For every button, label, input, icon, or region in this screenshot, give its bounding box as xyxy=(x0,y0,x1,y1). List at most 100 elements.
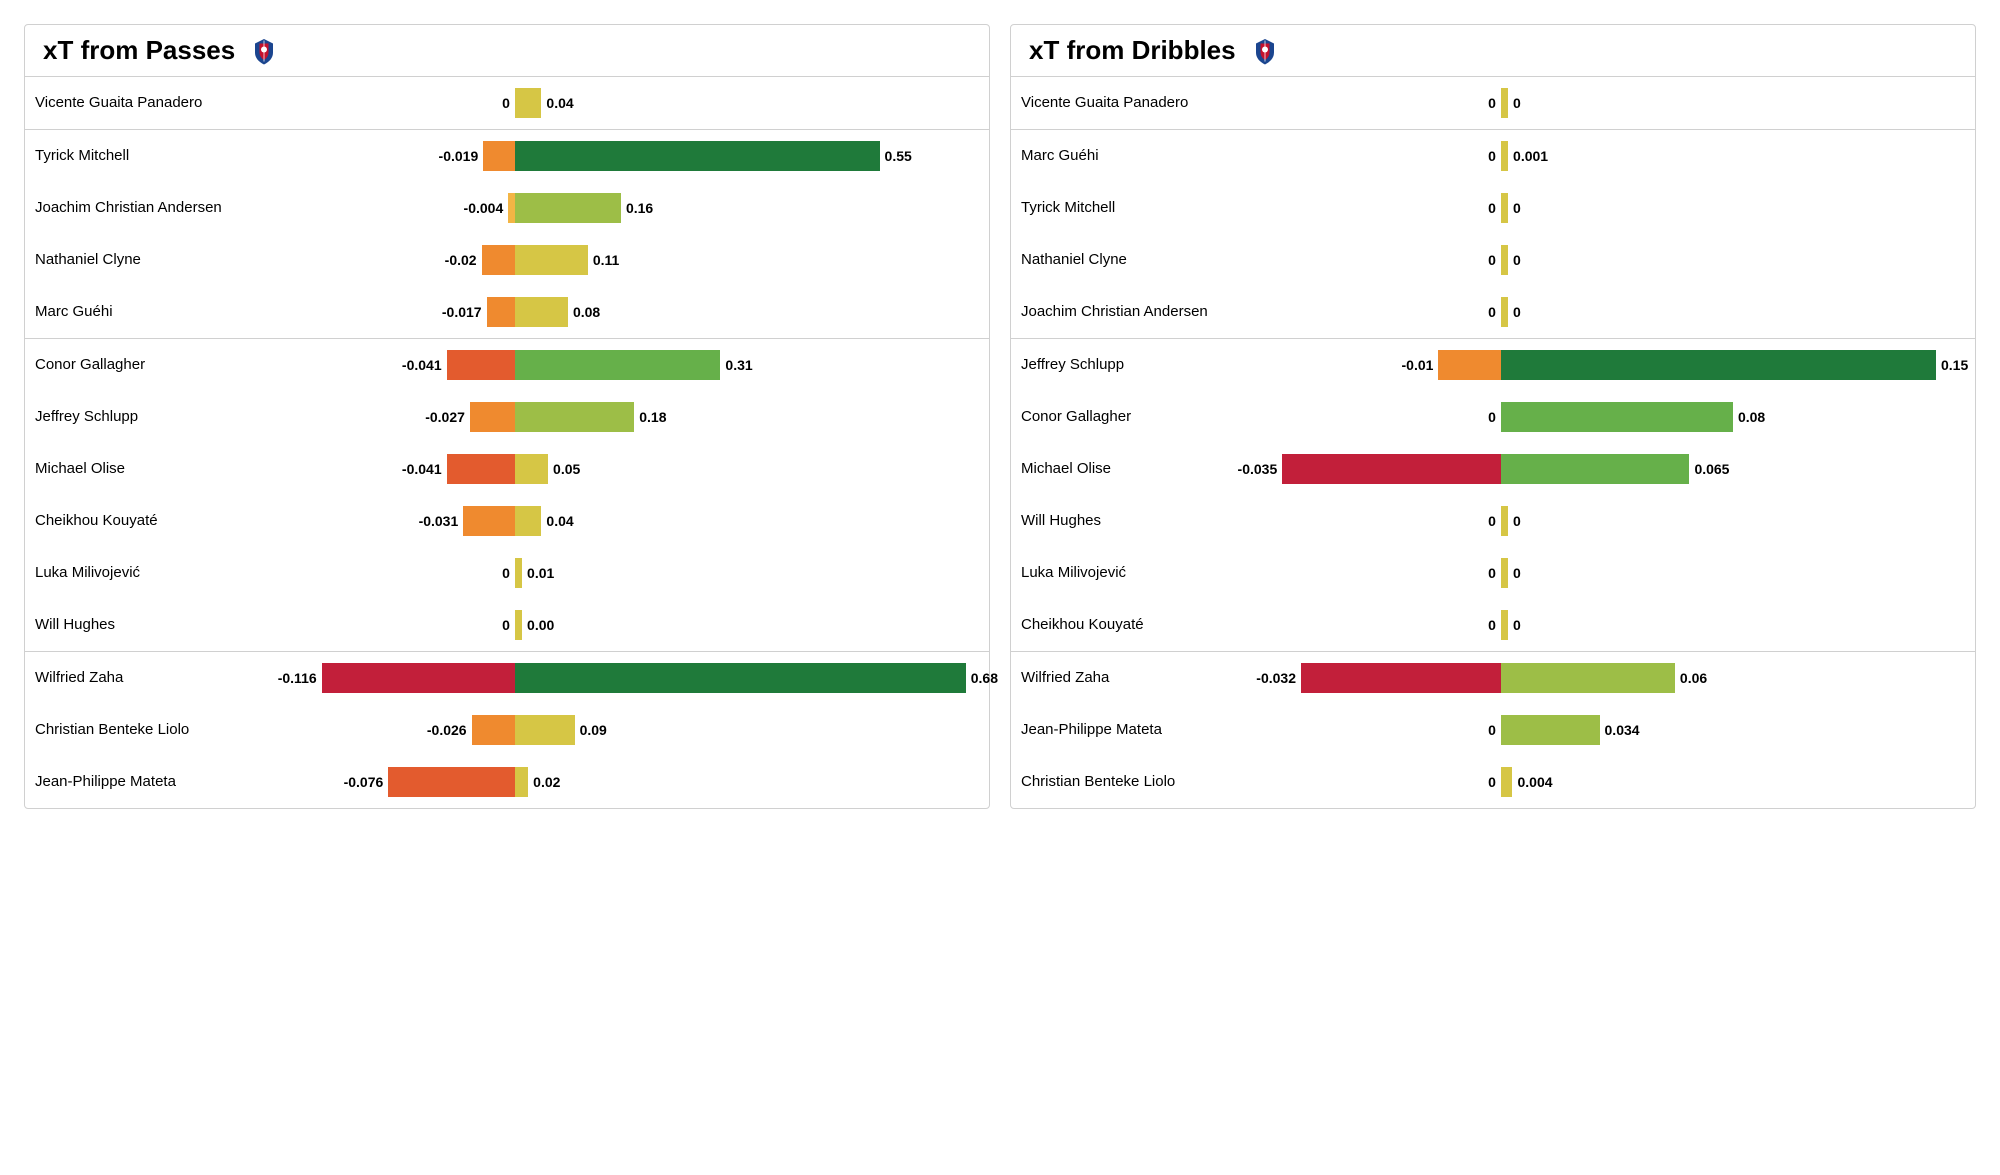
positive-value-label: 0.16 xyxy=(626,200,653,216)
positive-bar xyxy=(1501,141,1508,171)
bar-area: -0.0320.06 xyxy=(1251,652,1965,704)
player-row: Nathaniel Clyne-0.020.11 xyxy=(25,234,989,286)
player-name: Wilfried Zaha xyxy=(1021,669,1251,686)
positive-bar xyxy=(515,506,542,536)
positive-bar xyxy=(1501,610,1508,640)
negative-value-label: 0 xyxy=(1488,565,1496,581)
positive-bar xyxy=(515,715,575,745)
bar-area: -0.0040.16 xyxy=(265,182,979,234)
positive-bar xyxy=(515,193,621,223)
positive-value-label: 0.18 xyxy=(639,409,666,425)
player-name: Tyrick Mitchell xyxy=(35,147,265,164)
negative-bar xyxy=(463,506,515,536)
player-group: Tyrick Mitchell-0.0190.55Joachim Christi… xyxy=(25,130,989,339)
player-name: Luka Milivojević xyxy=(1021,564,1251,581)
positive-bar xyxy=(515,350,721,380)
player-name: Vicente Guaita Panadero xyxy=(35,94,265,111)
positive-bar xyxy=(1501,558,1508,588)
player-row: Joachim Christian Andersen-0.0040.16 xyxy=(25,182,989,234)
positive-value-label: 0 xyxy=(1513,252,1521,268)
positive-bar xyxy=(515,245,588,275)
negative-value-label: -0.035 xyxy=(1238,461,1278,477)
positive-bar xyxy=(515,558,522,588)
bar-area: -0.026 0.09 xyxy=(265,704,979,756)
negative-value-label: 0 xyxy=(1488,617,1496,633)
player-group: Vicente Guaita Panadero00.04 xyxy=(25,77,989,130)
player-name: Nathaniel Clyne xyxy=(1021,251,1251,268)
bar-area: -0.1160.68 xyxy=(265,652,979,704)
positive-bar xyxy=(1501,506,1508,536)
positive-bar xyxy=(1501,297,1508,327)
positive-bar xyxy=(1501,454,1690,484)
positive-bar xyxy=(1501,767,1513,797)
bar-area: -0.0410.05 xyxy=(265,443,979,495)
negative-value-label: -0.032 xyxy=(1256,670,1296,686)
negative-bar xyxy=(388,767,515,797)
bar-area: 00.08 xyxy=(1251,391,1965,443)
negative-value-label: -0.026 xyxy=(427,722,467,738)
bar-area: 00 xyxy=(1251,599,1965,651)
negative-value-label: 0 xyxy=(1488,774,1496,790)
player-row: Jean-Philippe Mateta00.034 xyxy=(1011,704,1975,756)
player-row: Vicente Guaita Panadero00.04 xyxy=(25,77,989,129)
positive-value-label: 0 xyxy=(1513,304,1521,320)
negative-value-label: -0.027 xyxy=(425,409,465,425)
player-row: Nathaniel Clyne 0 0 xyxy=(1011,234,1975,286)
negative-bar xyxy=(447,350,515,380)
player-name: Michael Olise xyxy=(1021,460,1251,477)
positive-value-label: 0.01 xyxy=(527,565,554,581)
positive-bar xyxy=(515,88,542,118)
chart-container: xT from Passes Vicente Guaita Panadero00… xyxy=(24,24,1976,809)
player-row: Michael Olise-0.0350.065 xyxy=(1011,443,1975,495)
team-crest-icon xyxy=(249,36,279,66)
player-row: Jeffrey Schlupp-0.0270.18 xyxy=(25,391,989,443)
positive-value-label: 0.08 xyxy=(573,304,600,320)
player-row: Christian Benteke Liolo-0.0260.09 xyxy=(25,704,989,756)
player-row: Marc Guéhi-0.0170.08 xyxy=(25,286,989,338)
bar-area: -0.0190.55 xyxy=(265,130,979,182)
player-row: Wilfried Zaha-0.1160.68 xyxy=(25,652,989,704)
negative-value-label: 0 xyxy=(502,617,510,633)
player-name: Luka Milivojević xyxy=(35,564,265,581)
positive-value-label: 0 xyxy=(1513,617,1521,633)
panel-header: xT from Passes xyxy=(25,25,989,77)
positive-value-label: 0.004 xyxy=(1518,774,1553,790)
player-group: Vicente Guaita Panadero00 xyxy=(1011,77,1975,130)
player-name: Jeffrey Schlupp xyxy=(1021,356,1251,373)
positive-value-label: 0.001 xyxy=(1513,148,1548,164)
bar-area: 00.00 xyxy=(265,599,979,651)
negative-value-label: -0.031 xyxy=(419,513,459,529)
positive-value-label: 0.04 xyxy=(546,95,573,111)
positive-value-label: 0.31 xyxy=(725,357,752,373)
player-name: Wilfried Zaha xyxy=(35,669,265,686)
player-name: Joachim Christian Andersen xyxy=(1021,303,1251,320)
player-name: Marc Guéhi xyxy=(1021,147,1251,164)
player-name: Nathaniel Clyne xyxy=(35,251,265,268)
negative-value-label: 0 xyxy=(502,565,510,581)
negative-value-label: 0 xyxy=(1488,95,1496,111)
player-group: Wilfried Zaha-0.0320.06Jean-Philippe Mat… xyxy=(1011,652,1975,808)
bar-area: 00.034 xyxy=(1251,704,1965,756)
negative-bar xyxy=(482,245,515,275)
bar-area: 00 xyxy=(1251,286,1965,338)
positive-value-label: 0 xyxy=(1513,200,1521,216)
negative-bar xyxy=(483,141,515,171)
negative-value-label: 0 xyxy=(1488,252,1496,268)
positive-value-label: 0.09 xyxy=(580,722,607,738)
player-row: Michael Olise-0.0410.05 xyxy=(25,443,989,495)
player-name: Conor Gallagher xyxy=(35,356,265,373)
player-row: Tyrick Mitchell-0.0190.55 xyxy=(25,130,989,182)
bar-area: 00.04 xyxy=(265,77,979,129)
bar-area: -0.031 0.04 xyxy=(265,495,979,547)
positive-value-label: 0.034 xyxy=(1605,722,1640,738)
negative-value-label: -0.041 xyxy=(402,461,442,477)
panel-title: xT from Dribbles xyxy=(1029,35,1236,66)
bar-area: 0 0.004 xyxy=(1251,756,1965,808)
bar-area: 00.001 xyxy=(1251,130,1965,182)
player-group: Jeffrey Schlupp-0.010.15Conor Gallagher0… xyxy=(1011,339,1975,652)
bar-area: -0.010.15 xyxy=(1251,339,1965,391)
positive-value-label: 0.04 xyxy=(546,513,573,529)
positive-value-label: 0 xyxy=(1513,95,1521,111)
negative-bar xyxy=(470,402,515,432)
bar-area: 00 xyxy=(1251,547,1965,599)
